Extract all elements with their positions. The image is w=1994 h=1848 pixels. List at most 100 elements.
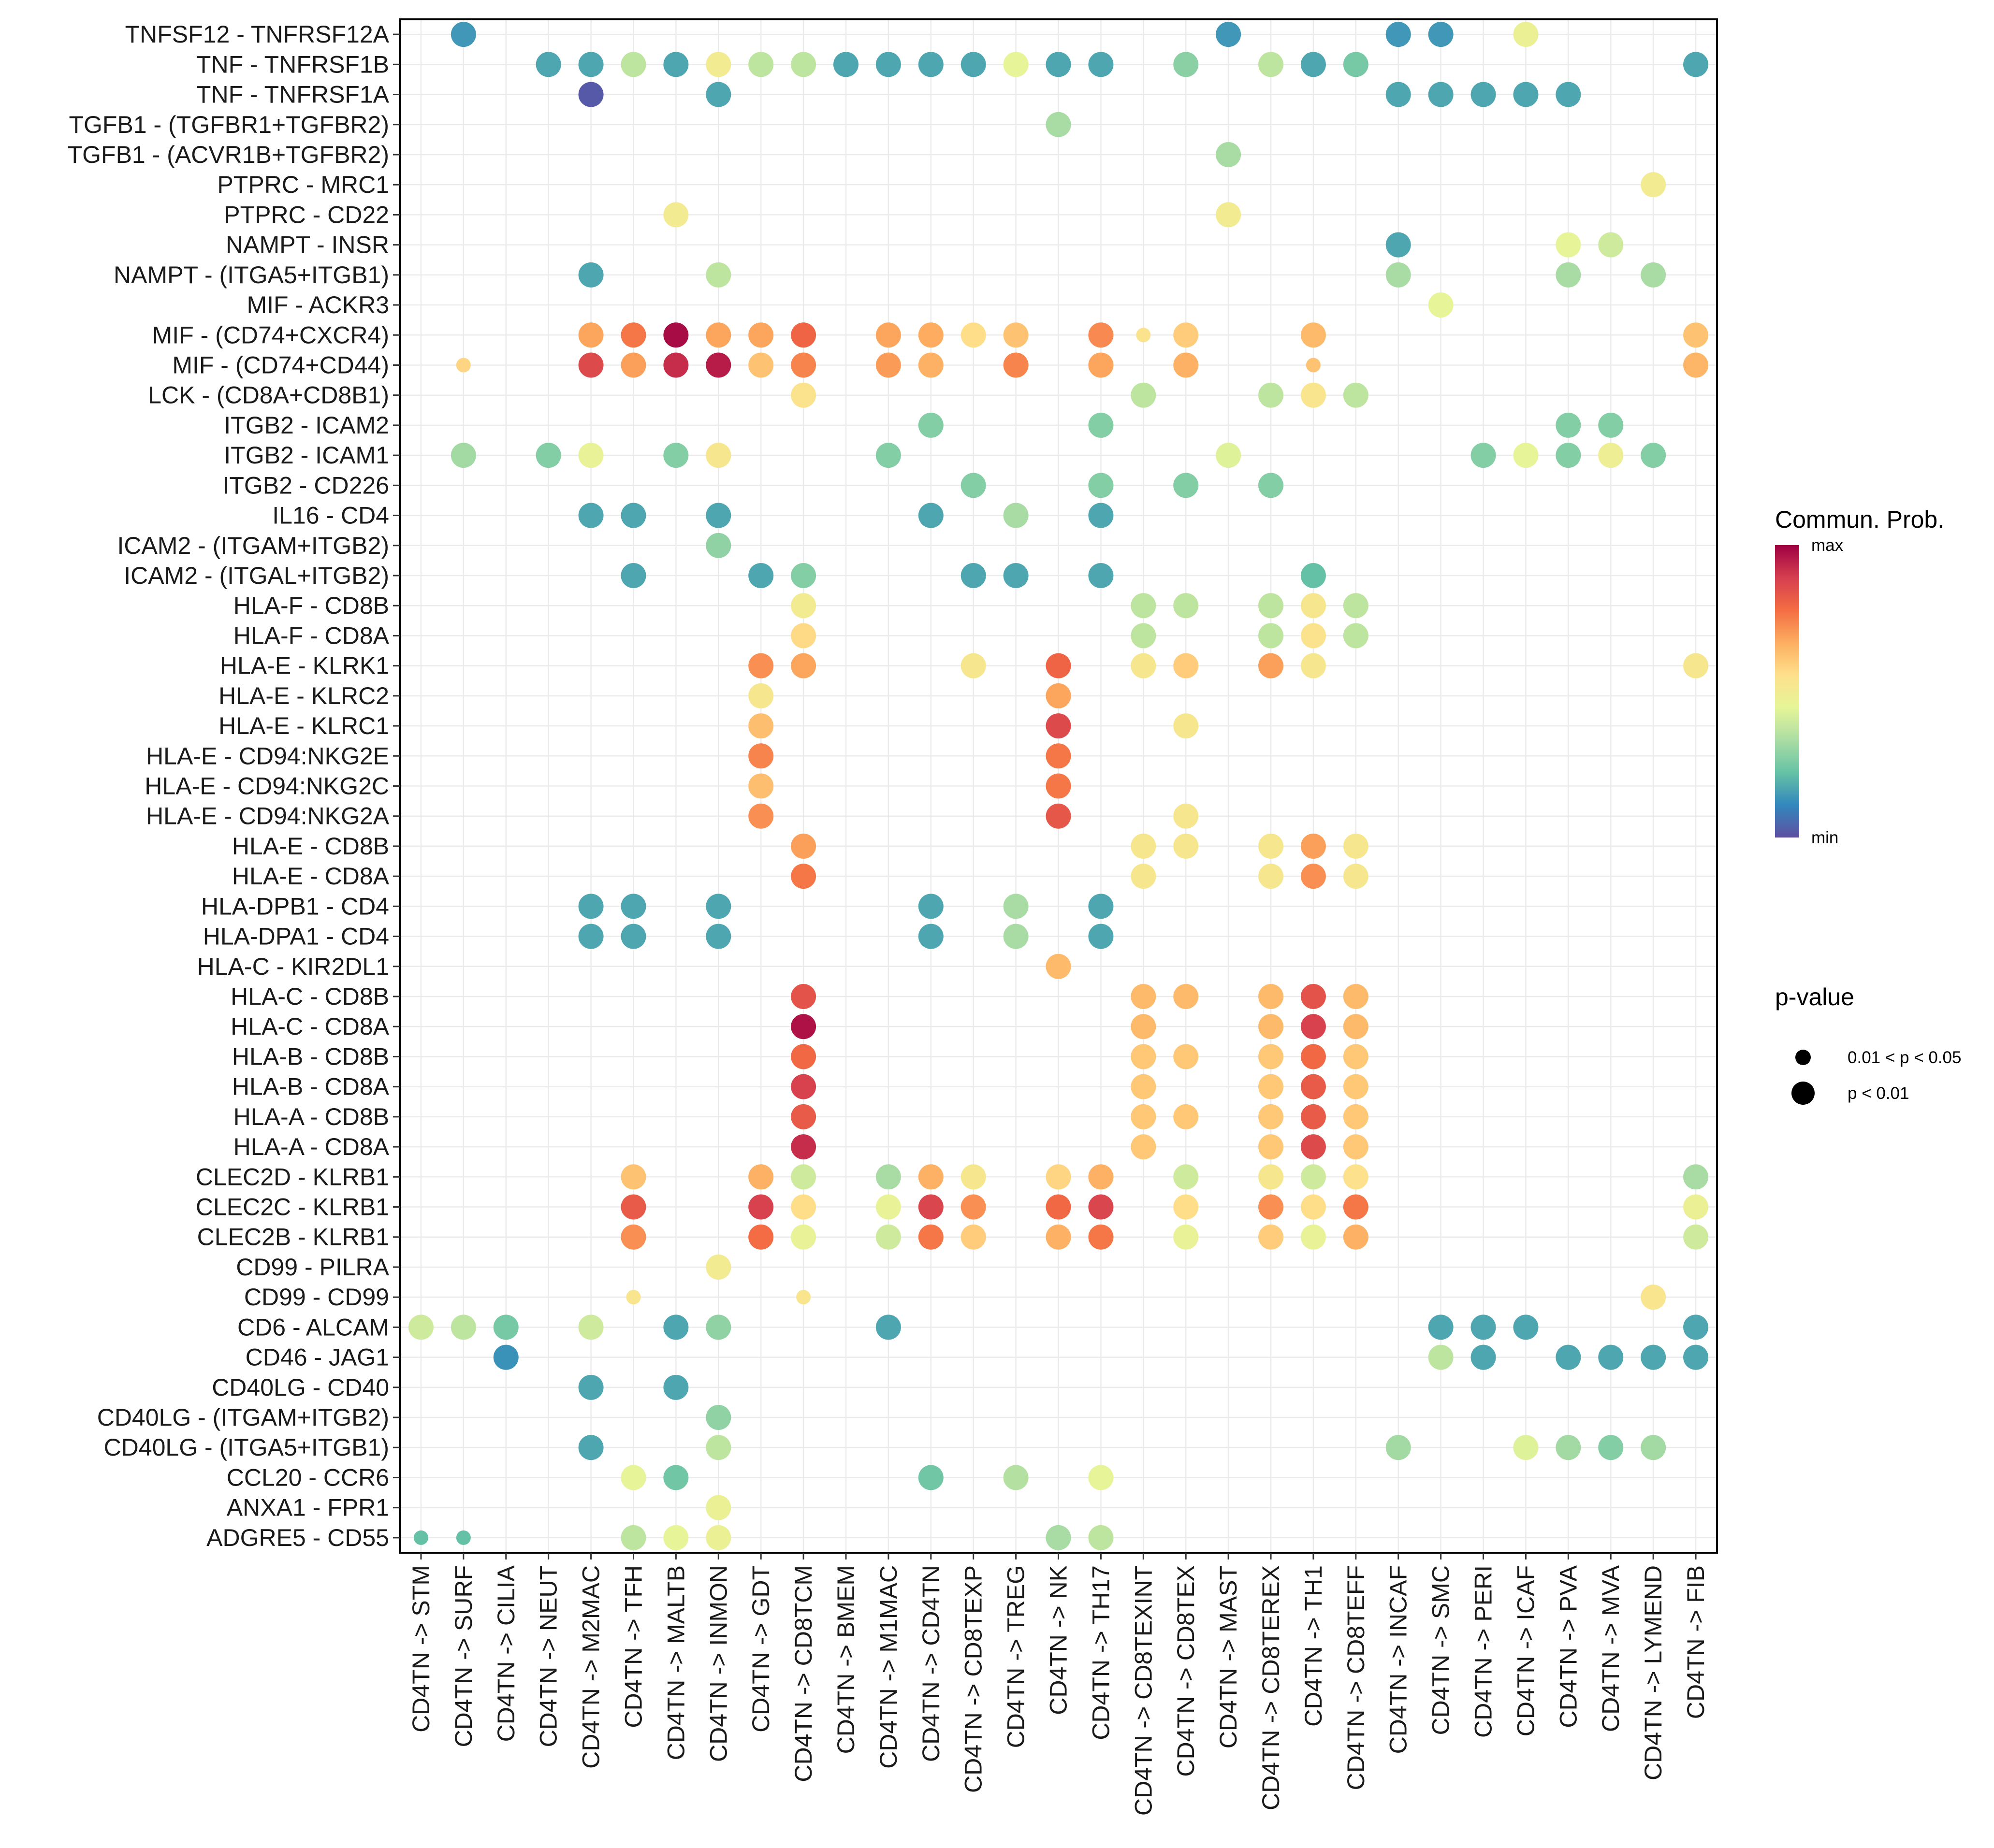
dot-point [961,473,986,498]
dot-point [1343,1104,1368,1129]
dot-point [456,1530,471,1545]
dot-point [451,1314,476,1340]
dot-point [621,352,646,378]
dot-point [791,1104,816,1129]
dot-point [1300,563,1326,588]
dot-point [918,412,944,438]
y-tick-label: HLA-E - CD94:NKG2C [145,773,389,800]
dot-point [1173,322,1199,348]
x-tick-label: CD4TN -> BMEM [832,1565,859,1754]
dot-point [706,1525,731,1550]
dot-point [1300,1134,1326,1160]
dot-point [1470,1344,1496,1370]
dot-point [663,1374,689,1400]
dot-point [875,1194,901,1220]
dot-point [791,1164,816,1190]
x-tick-label: CD4TN -> CD8TEFF [1342,1565,1369,1790]
y-tick-label: CD6 - ALCAM [237,1314,389,1341]
dot-point [578,1374,604,1400]
x-tick-label: CD4TN -> CD8TEX [1172,1565,1199,1777]
dot-point [621,503,646,528]
y-tick-label: CD99 - CD99 [244,1284,389,1311]
y-tick-label: ITGB2 - ICAM2 [224,412,389,439]
dot-point [918,1465,944,1490]
dot-point [1641,1285,1666,1310]
dot-point [1088,894,1114,919]
dot-point [1173,352,1199,378]
dot-point [1131,1134,1156,1160]
dot-point [1343,1164,1368,1190]
dot-point [578,352,604,378]
x-tick-label: CD4TN -> TH17 [1087,1565,1114,1740]
dot-point [1173,1224,1199,1250]
dot-point [791,382,816,408]
dot-point [621,1224,646,1250]
dot-point [1131,1014,1156,1040]
dot-point [1470,443,1496,468]
dot-point [1173,1104,1199,1129]
y-axis: TNFSF12 - TNFRSF12A TNF - TNFRSF1B TNF - T… [68,21,400,1551]
dot-point [1513,443,1539,468]
colorbar-max-label: max [1811,536,1844,555]
dot-point [1258,984,1284,1010]
dot-point [493,1314,519,1340]
dot-point [1343,623,1368,649]
x-tick-label: CD4TN -> M1MAC [875,1565,902,1769]
y-tick-label: HLA-DPB1 - CD4 [201,893,389,920]
dot-point [1131,1044,1156,1069]
dot-point [1385,22,1411,47]
dot-point [1258,653,1284,679]
dot-point [1641,1435,1666,1460]
dot-point [918,322,944,348]
dot-point [1470,1314,1496,1340]
dot-point [1131,1104,1156,1129]
dot-point [456,358,471,373]
dot-point [1343,1044,1368,1069]
x-tick-label: CD4TN -> NEUT [535,1565,562,1747]
dot-point [663,1525,689,1550]
dot-point [1683,1224,1709,1250]
dot-point [578,1314,604,1340]
x-tick-label: CD4TN -> TREG [1003,1565,1030,1748]
dot-point [1046,653,1071,679]
dot-point [1343,864,1368,889]
dot-point [748,1164,774,1190]
x-tick-label: CD4TN -> CD4TN [917,1565,945,1762]
dot-point [1088,1224,1114,1250]
dot-point [1556,1435,1581,1460]
x-axis: CD4TN -> STM CD4TN -> SURF CD4TN -> CILIA C… [408,1553,1709,1816]
y-tick-label: HLA-E - CD8B [232,833,389,860]
dot-point [1216,142,1241,167]
dot-point [706,1405,731,1430]
x-tick-label: CD4TN -> M2MAC [578,1565,605,1769]
dot-point [1683,653,1709,679]
dot-point [706,503,731,528]
legend-color-title: Commun. Prob. [1775,506,1944,533]
y-tick-label: ITGB2 - CD226 [222,472,389,499]
dot-point [1556,232,1581,258]
dot-point [1343,1194,1368,1220]
y-tick-label: HLA-C - KIR2DL1 [197,953,389,980]
y-tick-label: ICAM2 - (ITGAM+ITGB2) [117,532,389,559]
dot-point [1258,593,1284,619]
dot-point [961,1194,986,1220]
y-tick-label: CD40LG - CD40 [212,1374,389,1401]
dot-point [1046,1194,1071,1220]
dot-point [791,52,816,77]
dot-point [706,52,731,77]
dot-point [578,322,604,348]
dot-point [1046,773,1071,799]
dot-point [1131,1074,1156,1099]
dot-point [1258,1134,1284,1160]
dot-point [1046,803,1071,829]
dot-point [918,1224,944,1250]
dot-point [1300,1074,1326,1099]
dot-point [1258,1044,1284,1069]
dot-point [875,443,901,468]
dot-point [918,894,944,919]
dot-point [621,924,646,949]
dot-point [451,22,476,47]
y-tick-label: HLA-B - CD8B [232,1043,389,1070]
dot-point [918,1194,944,1220]
dot-point [1131,984,1156,1010]
